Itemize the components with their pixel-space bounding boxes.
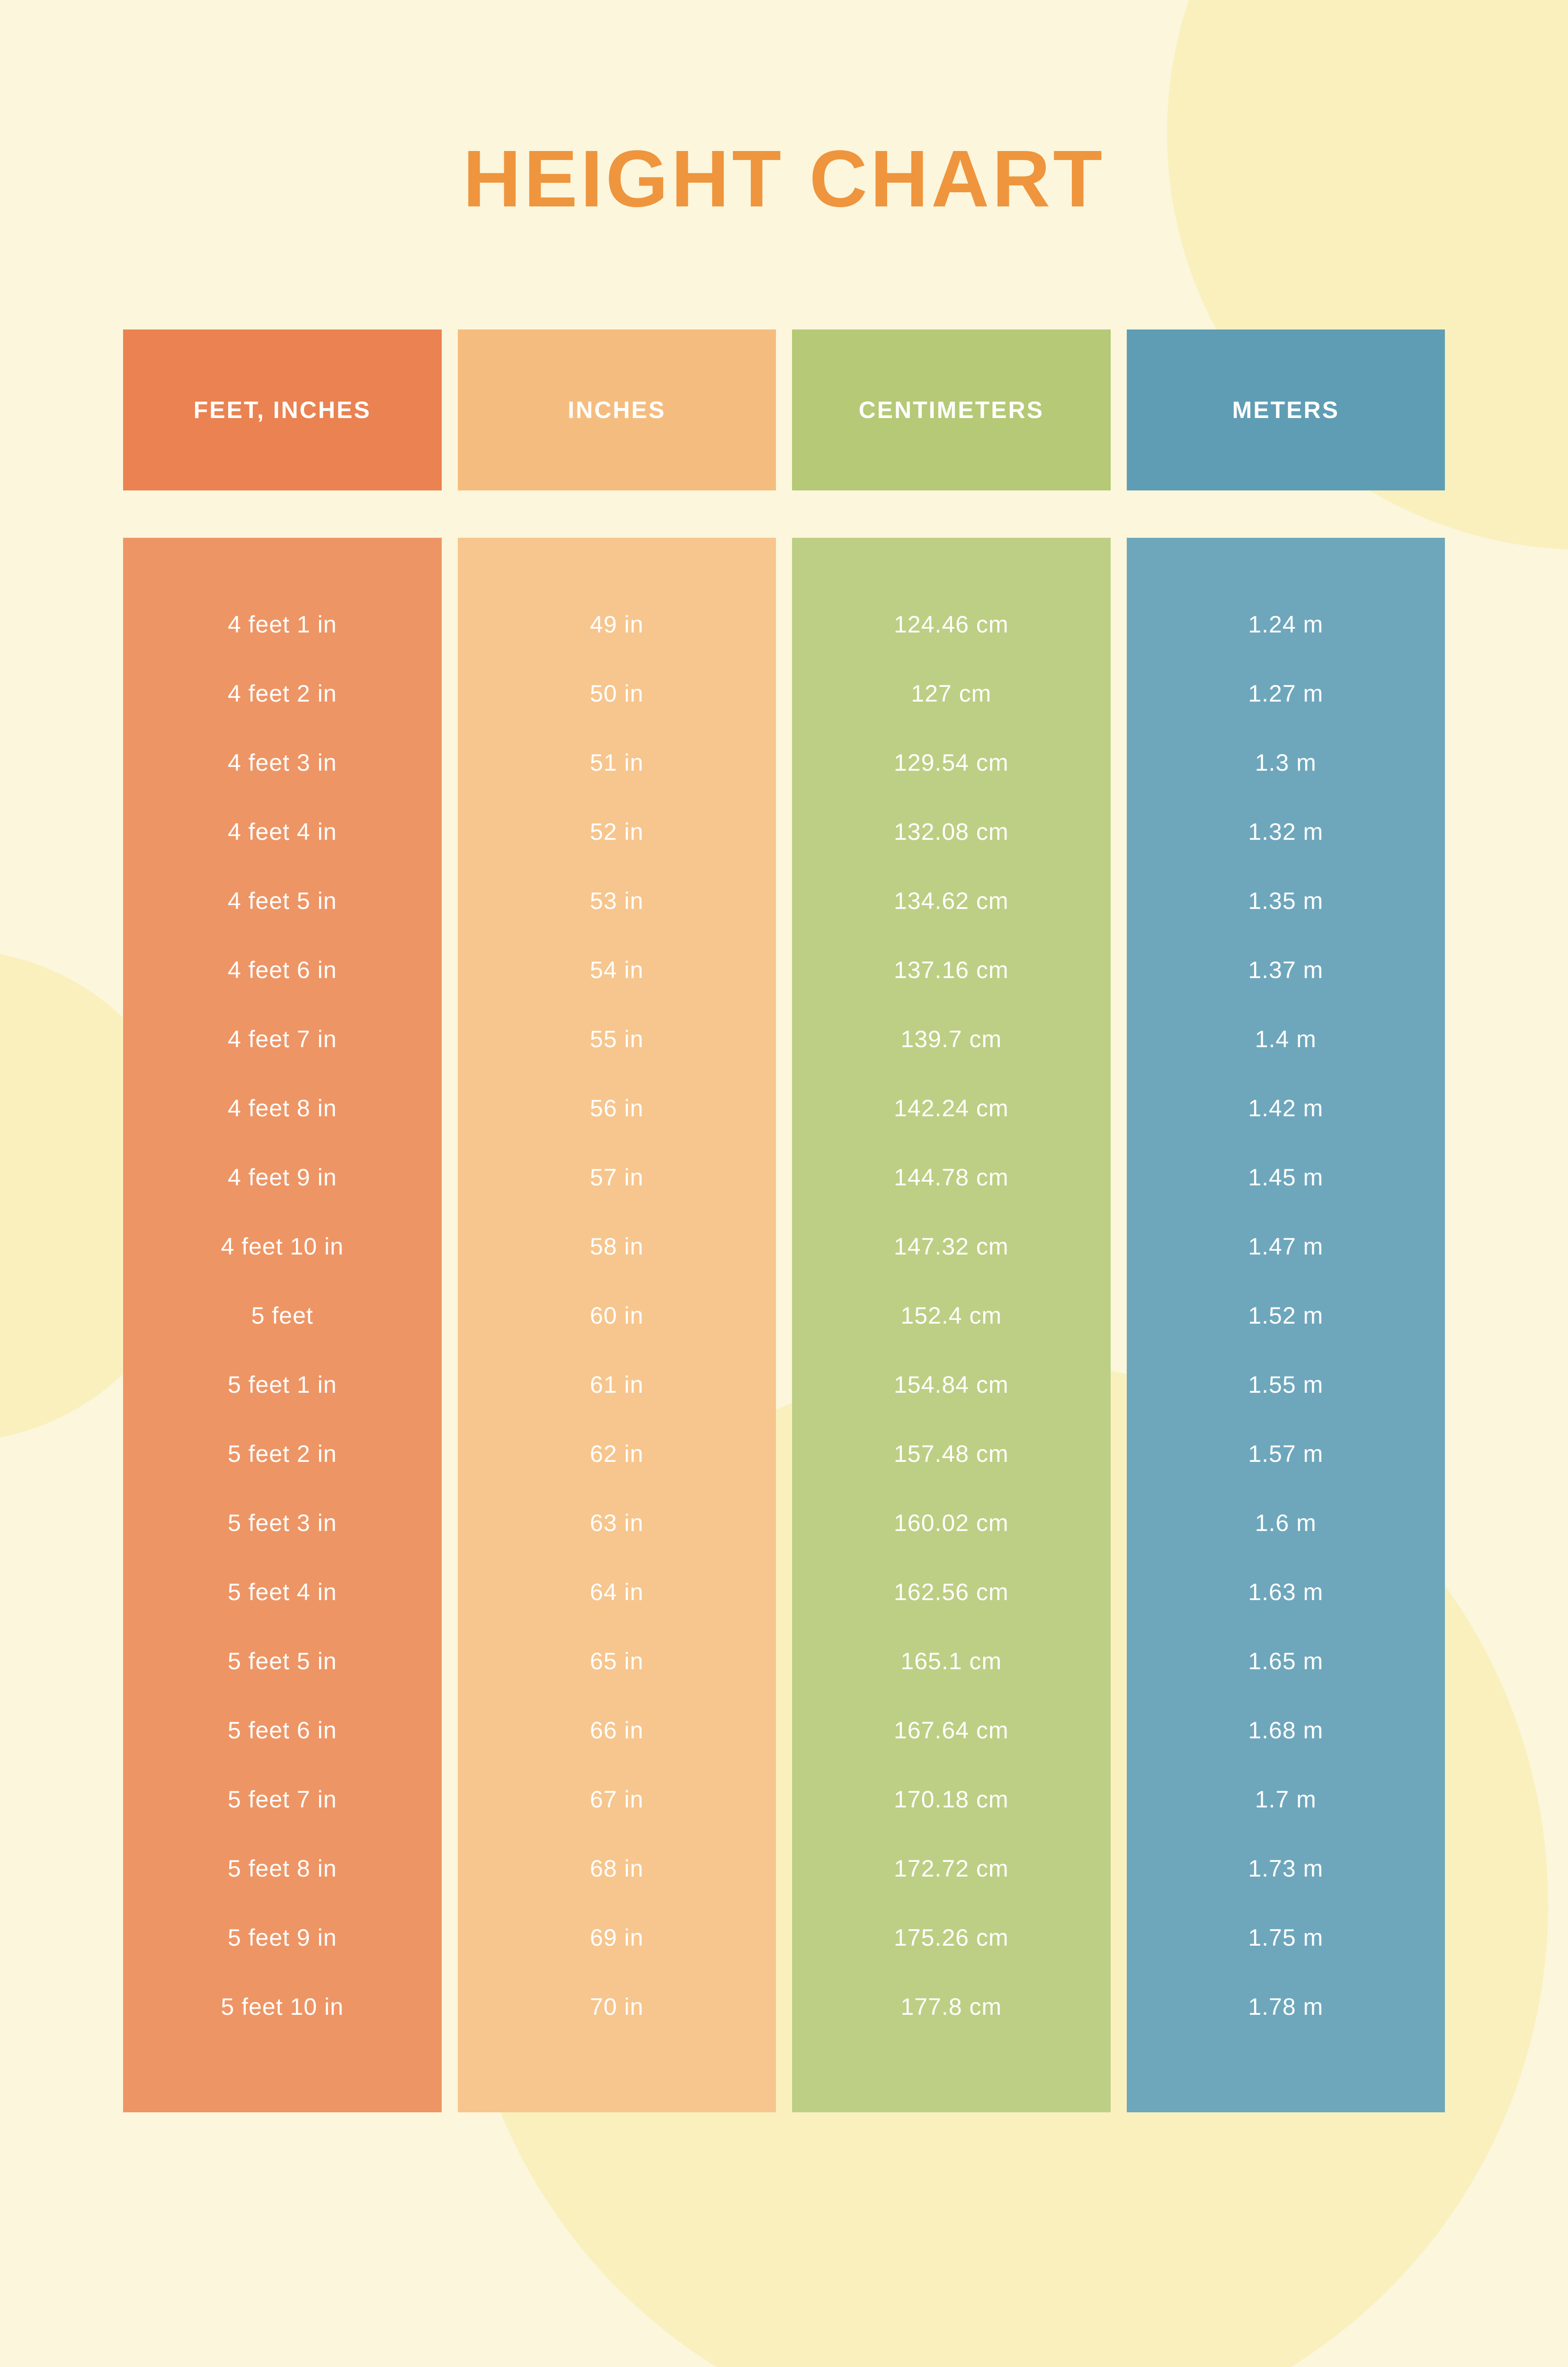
table-column-meters: METERS 1.24 m1.27 m1.3 m1.32 m1.35 m1.37 … [1127,329,1445,2112]
table-cell: 127 cm [911,659,991,728]
table-cell: 4 feet 4 in [228,797,337,866]
page-container: HEIGHT CHART FEET, INCHES4 feet 1 in4 fe… [0,0,1568,2215]
column-body: 49 in50 in51 in52 in53 in54 in55 in56 in… [458,538,776,2112]
table-cell: 1.73 m [1248,1834,1323,1903]
table-cell: 5 feet 1 in [228,1350,337,1419]
table-cell: 1.4 m [1255,1005,1317,1074]
table-cell: 124.46 cm [894,590,1008,659]
table-cell: 142.24 cm [894,1074,1008,1143]
table-cell: 154.84 cm [894,1350,1008,1419]
table-cell: 1.78 m [1248,1972,1323,2041]
table-cell: 65 in [590,1627,643,1696]
table-cell: 144.78 cm [894,1143,1008,1212]
table-cell: 1.47 m [1248,1212,1323,1281]
table-cell: 134.62 cm [894,866,1008,935]
table-cell: 5 feet 6 in [228,1696,337,1765]
table-cell: 170.18 cm [894,1765,1008,1834]
table-column-inches: INCHES 49 in50 in51 in52 in53 in54 in55 i… [458,329,776,2112]
table-cell: 1.42 m [1248,1074,1323,1143]
table-cell: 54 in [590,935,643,1005]
table-cell: 70 in [590,1972,643,2041]
column-body: 4 feet 1 in4 feet 2 in4 feet 3 in4 feet … [123,538,442,2112]
column-body: 1.24 m1.27 m1.3 m1.32 m1.35 m1.37 m1.4 m… [1127,538,1445,2112]
table-cell: 5 feet 5 in [228,1627,337,1696]
table-cell: 4 feet 1 in [228,590,337,659]
table-cell: 5 feet 10 in [221,1972,344,2041]
table-cell: 5 feet 8 in [228,1834,337,1903]
table-cell: 1.75 m [1248,1903,1323,1972]
table-cell: 172.72 cm [894,1834,1008,1903]
table-cell: 5 feet 4 in [228,1557,337,1627]
table-cell: 162.56 cm [894,1557,1008,1627]
table-cell: 1.35 m [1248,866,1323,935]
table-cell: 4 feet 8 in [228,1074,337,1143]
table-cell: 53 in [590,866,643,935]
column-body: 124.46 cm127 cm129.54 cm132.08 cm134.62 … [792,538,1111,2112]
table-cell: 1.37 m [1248,935,1323,1005]
table-cell: 4 feet 2 in [228,659,337,728]
table-cell: 51 in [590,728,643,797]
table-cell: 64 in [590,1557,643,1627]
table-cell: 129.54 cm [894,728,1008,797]
table-cell: 52 in [590,797,643,866]
table-cell: 68 in [590,1834,643,1903]
table-cell: 5 feet [251,1281,313,1350]
table-cell: 165.1 cm [900,1627,1002,1696]
table-cell: 57 in [590,1143,643,1212]
table-cell: 4 feet 5 in [228,866,337,935]
table-column-feet_inches: FEET, INCHES4 feet 1 in4 feet 2 in4 feet… [123,329,442,2112]
table-cell: 157.48 cm [894,1419,1008,1488]
table-cell: 177.8 cm [900,1972,1002,2041]
table-cell: 4 feet 3 in [228,728,337,797]
table-cell: 4 feet 7 in [228,1005,337,1074]
page-title: HEIGHT CHART [123,133,1445,225]
table-cell: 5 feet 2 in [228,1419,337,1488]
table-cell: 1.6 m [1255,1488,1317,1557]
table-cell: 1.32 m [1248,797,1323,866]
table-cell: 1.7 m [1255,1765,1317,1834]
table-cell: 137.16 cm [894,935,1008,1005]
table-cell: 5 feet 3 in [228,1488,337,1557]
table-cell: 5 feet 7 in [228,1765,337,1834]
column-header: INCHES [458,329,776,490]
table-cell: 147.32 cm [894,1212,1008,1281]
table-cell: 49 in [590,590,643,659]
table-cell: 152.4 cm [900,1281,1002,1350]
table-cell: 1.27 m [1248,659,1323,728]
table-cell: 58 in [590,1212,643,1281]
table-cell: 1.3 m [1255,728,1317,797]
table-cell: 1.65 m [1248,1627,1323,1696]
table-cell: 61 in [590,1350,643,1419]
table-cell: 4 feet 9 in [228,1143,337,1212]
table-cell: 4 feet 10 in [221,1212,344,1281]
table-cell: 1.57 m [1248,1419,1323,1488]
column-header: CENTIMETERS [792,329,1111,490]
table-cell: 60 in [590,1281,643,1350]
table-cell: 56 in [590,1074,643,1143]
table-cell: 69 in [590,1903,643,1972]
table-cell: 1.24 m [1248,590,1323,659]
table-cell: 5 feet 9 in [228,1903,337,1972]
table-cell: 1.63 m [1248,1557,1323,1627]
table-cell: 66 in [590,1696,643,1765]
table-cell: 160.02 cm [894,1488,1008,1557]
table-cell: 63 in [590,1488,643,1557]
column-header: FEET, INCHES [123,329,442,490]
table-cell: 55 in [590,1005,643,1074]
height-table: FEET, INCHES4 feet 1 in4 feet 2 in4 feet… [123,329,1445,2112]
table-cell: 139.7 cm [900,1005,1002,1074]
table-column-centimeters: CENTIMETERS 124.46 cm127 cm129.54 cm132.0… [792,329,1111,2112]
table-cell: 1.52 m [1248,1281,1323,1350]
table-cell: 1.68 m [1248,1696,1323,1765]
table-cell: 1.55 m [1248,1350,1323,1419]
table-cell: 1.45 m [1248,1143,1323,1212]
table-cell: 132.08 cm [894,797,1008,866]
table-cell: 4 feet 6 in [228,935,337,1005]
table-cell: 67 in [590,1765,643,1834]
table-cell: 50 in [590,659,643,728]
table-cell: 167.64 cm [894,1696,1008,1765]
table-cell: 62 in [590,1419,643,1488]
column-header: METERS [1127,329,1445,490]
table-cell: 175.26 cm [894,1903,1008,1972]
